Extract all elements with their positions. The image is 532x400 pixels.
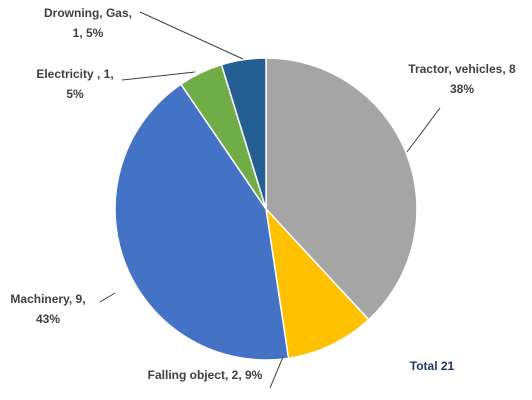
leader-line — [99, 292, 116, 303]
pie-slice — [220, 57, 267, 210]
leader-line — [121, 71, 196, 81]
data-label: Machinery, 9, — [10, 292, 85, 306]
data-label: Electricity , 1, — [36, 67, 113, 81]
data-label: 43% — [36, 312, 60, 326]
pie-slice — [114, 83, 290, 361]
pie-slice — [265, 57, 418, 321]
annotation: Total 21 — [410, 359, 455, 373]
data-label: Drowning, Gas, — [44, 6, 132, 20]
pie-slice — [264, 206, 370, 360]
leader-line — [406, 107, 441, 153]
data-label: 38% — [450, 82, 474, 96]
data-label: 5% — [66, 87, 84, 101]
data-label: Falling object, 2, 9% — [148, 368, 263, 382]
leader-line — [139, 11, 244, 60]
leader-line — [269, 356, 284, 389]
data-label: Tractor, vehicles, 8 — [408, 62, 516, 76]
data-label: 1, 5% — [73, 26, 104, 40]
